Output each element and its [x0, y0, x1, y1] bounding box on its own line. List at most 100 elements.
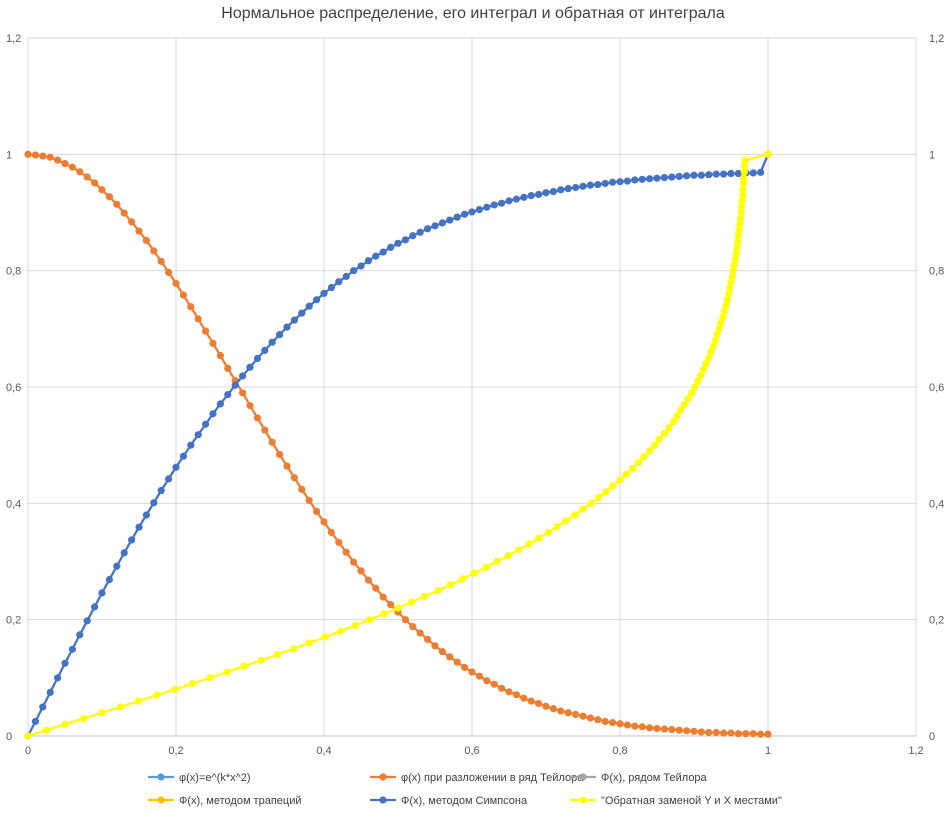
data-point [364, 576, 372, 584]
data-point [535, 699, 543, 708]
data-point [702, 360, 710, 368]
data-point [135, 227, 143, 235]
data-point [475, 672, 483, 680]
legend-item: φ(x)=e^(k*x^2) [148, 772, 251, 784]
grid-layer [27, 37, 917, 737]
data-point [594, 180, 602, 189]
data-point [298, 309, 306, 317]
data-point [150, 247, 158, 255]
data-point [342, 272, 350, 281]
data-point [394, 239, 402, 247]
data-point [688, 389, 696, 397]
data-point [731, 255, 740, 263]
data-point [350, 267, 358, 275]
data-point [290, 474, 298, 482]
data-point [431, 642, 439, 650]
data-point [61, 160, 69, 168]
series-5 [24, 150, 772, 740]
data-point [39, 152, 47, 160]
data-point [741, 156, 749, 164]
data-point [283, 462, 291, 470]
data-point [680, 400, 688, 409]
data-point [564, 185, 572, 193]
data-point [223, 668, 231, 676]
data-point [320, 289, 328, 297]
y-tick-label-left: 0,6 [6, 382, 21, 394]
data-point [684, 395, 692, 403]
data-point [261, 346, 269, 354]
y-tick-label-right: 0 [929, 731, 935, 743]
data-point [739, 191, 747, 199]
data-point [42, 726, 51, 734]
data-point [732, 249, 740, 257]
data-point [61, 720, 69, 728]
data-point [553, 523, 561, 531]
data-point [240, 662, 248, 670]
legend-label: "Обратная заменой Y и X местами" [601, 795, 782, 807]
data-point [202, 327, 210, 335]
data-point [727, 169, 735, 178]
data-point [728, 272, 737, 281]
data-point [387, 600, 395, 609]
data-point [120, 209, 128, 217]
x-tick-label: 0,6 [464, 745, 479, 757]
data-point [134, 697, 142, 705]
legend-label: Ф(x), методом трапеций [179, 795, 302, 807]
data-point [446, 581, 455, 589]
chart-title: Нормальное распределение, его интеграл и… [221, 5, 725, 22]
legend-item: φ(x) при разложении в ряд Тейлора [370, 772, 584, 784]
x-tick-label: 0,4 [316, 745, 331, 757]
y-tick-label-left: 1 [6, 149, 12, 161]
data-point [668, 726, 676, 734]
y-tick-label-right: 0,8 [929, 266, 944, 278]
data-point [165, 268, 173, 277]
data-point [409, 623, 417, 631]
data-point [616, 720, 624, 728]
data-point [715, 325, 723, 333]
data-point [694, 377, 702, 385]
legend-swatch-marker [579, 773, 587, 781]
data-point [594, 493, 603, 502]
data-point [705, 171, 713, 179]
data-point [424, 635, 432, 644]
data-point [209, 339, 217, 347]
data-point [640, 453, 648, 461]
data-point [290, 316, 298, 324]
data-point [224, 364, 232, 372]
data-point [609, 719, 617, 727]
data-point [54, 674, 62, 682]
data-point [336, 627, 344, 635]
data-point [305, 496, 313, 505]
data-point [202, 420, 210, 428]
data-point [498, 684, 506, 692]
data-point [401, 616, 409, 624]
data-point [719, 313, 727, 321]
data-point [79, 714, 88, 723]
legend-swatch-marker [379, 773, 387, 781]
data-point [525, 540, 533, 548]
data-point [83, 617, 91, 625]
data-point [544, 528, 552, 537]
data-point [675, 726, 683, 734]
data-point [653, 174, 661, 182]
data-point [705, 728, 713, 737]
y-tick-label-right: 0,4 [929, 498, 944, 510]
data-point [142, 511, 150, 519]
data-point [327, 283, 335, 292]
data-point [690, 727, 698, 735]
data-point [628, 464, 637, 473]
data-point [268, 438, 276, 446]
data-point [638, 175, 646, 183]
data-point [431, 222, 439, 230]
data-point [24, 732, 32, 740]
data-point [194, 431, 202, 439]
data-point [446, 653, 454, 661]
data-point [713, 331, 721, 339]
data-point [231, 381, 239, 389]
data-point [470, 569, 478, 577]
data-point [749, 730, 757, 738]
x-tick-label: 0 [25, 745, 31, 757]
data-point [313, 296, 321, 304]
data-point [298, 485, 306, 493]
